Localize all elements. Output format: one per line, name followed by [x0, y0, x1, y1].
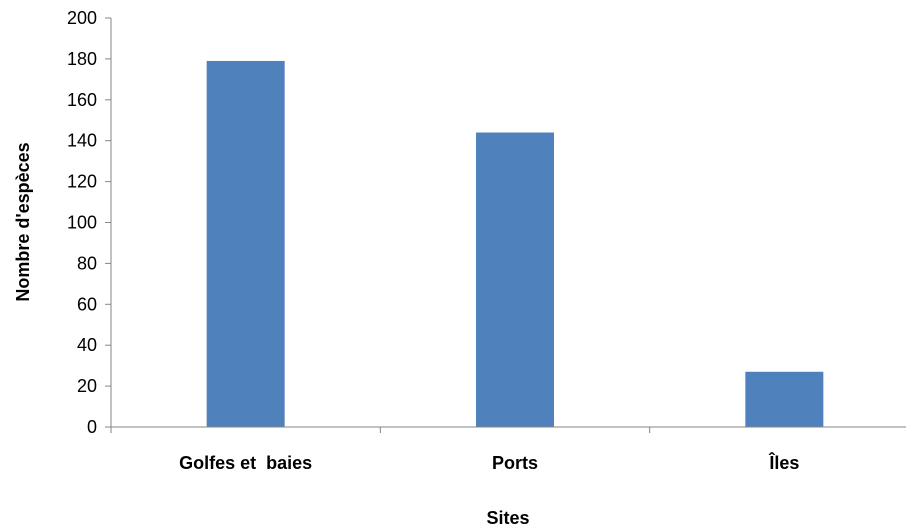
x-category-label: Îles — [768, 452, 799, 473]
y-tick-label: 180 — [67, 49, 97, 69]
x-category-label: Ports — [492, 453, 538, 473]
bar — [206, 60, 285, 427]
y-tick-label: 0 — [87, 417, 97, 437]
y-tick-label: 20 — [77, 376, 97, 396]
bar — [745, 371, 824, 427]
y-tick-label: 120 — [67, 172, 97, 192]
y-tick-label: 100 — [67, 213, 97, 233]
y-tick-label: 200 — [67, 8, 97, 28]
y-tick-label: 160 — [67, 90, 97, 110]
y-tick-label: 60 — [77, 294, 97, 314]
y-axis-title: Nombre d'espèces — [13, 142, 33, 301]
bars — [206, 60, 824, 427]
y-axis-ticks: 0 20 40 60 80 100 120 140 160 180 200 — [67, 8, 111, 437]
y-tick-label: 140 — [67, 131, 97, 151]
x-category-label: Golfes et baies — [179, 453, 312, 473]
x-axis-title: Sites — [486, 508, 529, 528]
bar — [476, 132, 554, 427]
y-tick-label: 80 — [77, 253, 97, 273]
x-axis-ticks: Golfes et baies Ports Îles — [110, 427, 799, 473]
y-tick-label: 40 — [77, 335, 97, 355]
